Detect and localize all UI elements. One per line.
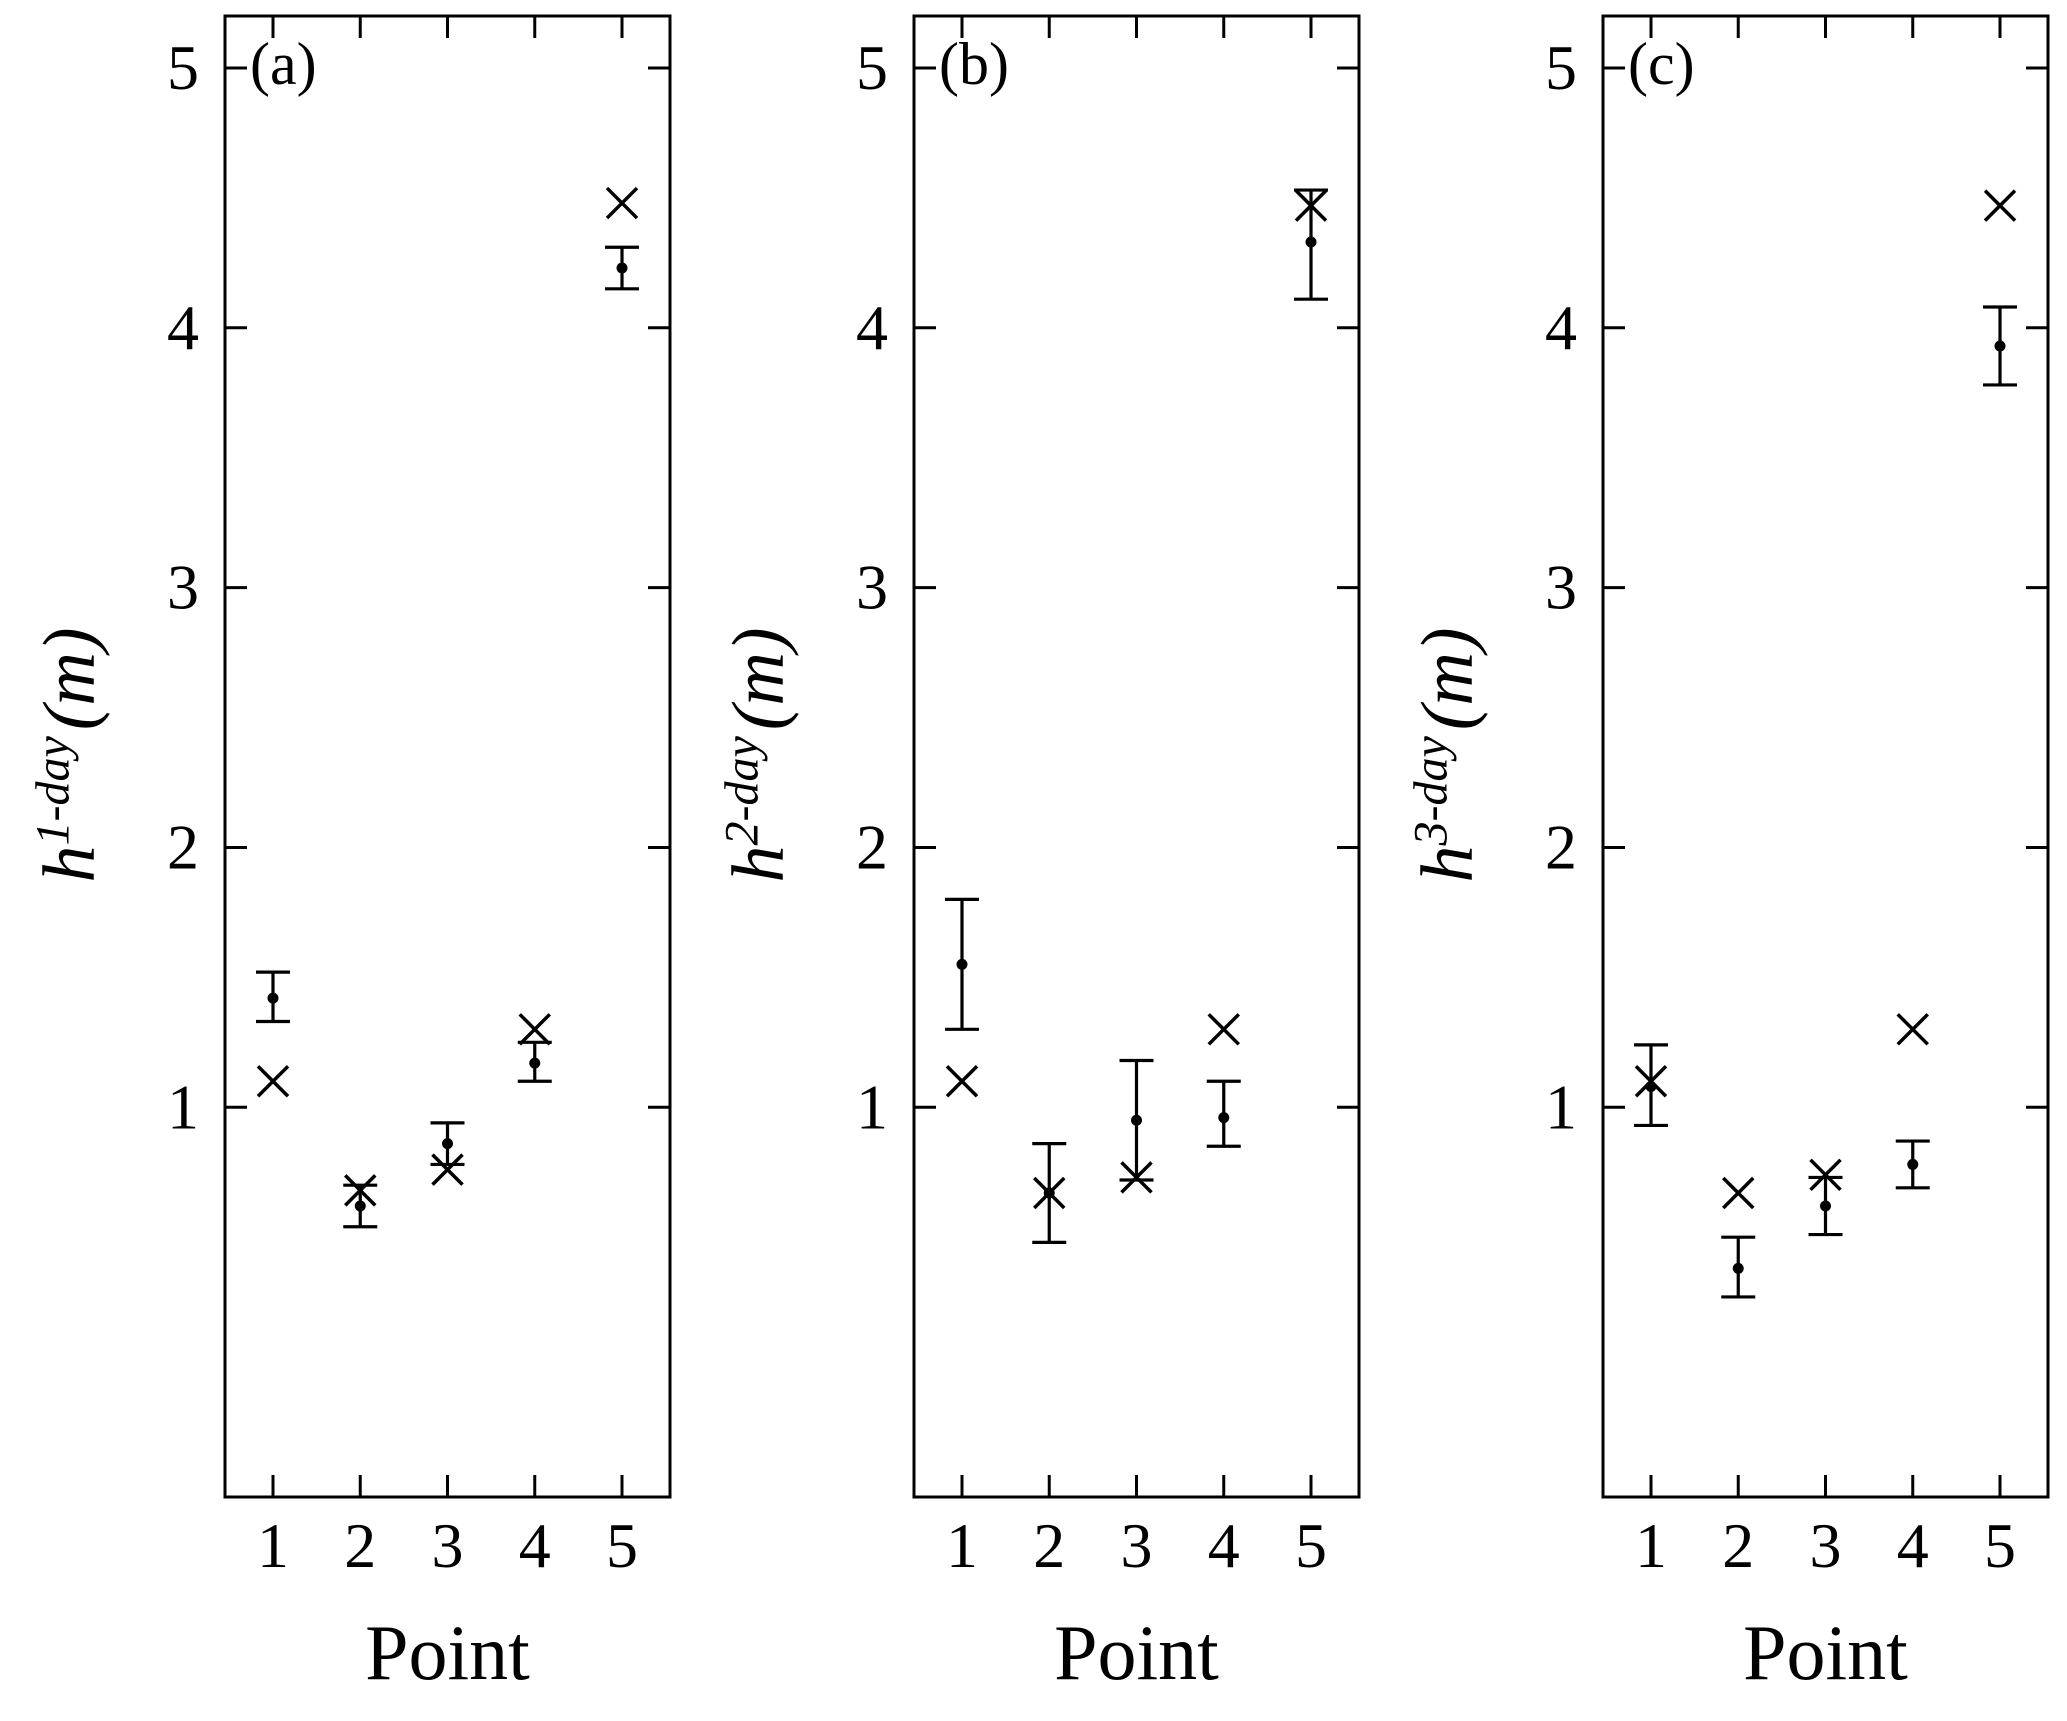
- y-tick-label: 5: [856, 32, 888, 103]
- x-tick-label: 2: [1033, 1510, 1065, 1581]
- panel-b-xlabel: Point: [1054, 1609, 1219, 1696]
- y-tick-label: 3: [856, 552, 888, 623]
- y-tick-label: 2: [167, 811, 199, 882]
- mean-dot: [1732, 1262, 1744, 1274]
- panel-a-xlabel: Point: [365, 1609, 530, 1696]
- x-tick-label: 5: [1984, 1510, 2016, 1581]
- mean-dot: [1994, 340, 2006, 352]
- x-marker: [1722, 1176, 1755, 1210]
- x-tick-label: 4: [1208, 1510, 1240, 1581]
- y-tick-label: 1: [167, 1071, 199, 1142]
- mean-dot: [616, 262, 628, 274]
- plot-box: [912, 14, 1361, 1499]
- mean-dot: [354, 1200, 366, 1212]
- x-marker: [1983, 189, 2017, 222]
- x-tick-label: 1: [1635, 1510, 1667, 1581]
- x-tick-label: 3: [1810, 1510, 1842, 1581]
- y-tick-label: 4: [1545, 292, 1577, 363]
- x-tick-label: 3: [1121, 1510, 1153, 1581]
- x-tick-label: 1: [946, 1510, 978, 1581]
- panel-c-letter: (c): [1628, 31, 1695, 97]
- panel-a-letter: (a): [250, 31, 317, 97]
- x-tick-label: 5: [1295, 1510, 1327, 1581]
- x-tick-label: 2: [1722, 1510, 1754, 1581]
- mean-dot: [1305, 236, 1317, 248]
- y-tick-label: 4: [856, 292, 888, 363]
- mean-dot: [1820, 1200, 1831, 1212]
- y-tick-label: 4: [167, 292, 199, 363]
- x-marker: [945, 1065, 979, 1098]
- plot-box: [1601, 14, 2050, 1499]
- x-marker: [1634, 1065, 1668, 1098]
- mean-dot: [529, 1057, 541, 1069]
- x-marker: [1033, 1176, 1066, 1210]
- x-marker: [344, 1174, 377, 1207]
- y-tick-label: 5: [1545, 32, 1577, 103]
- x-marker: [1896, 1013, 1929, 1046]
- y-tick-label: 2: [856, 811, 888, 882]
- y-tick-label: 5: [167, 32, 199, 103]
- x-marker: [1294, 189, 1328, 222]
- y-tick-label: 3: [167, 552, 199, 623]
- x-marker: [1207, 1013, 1240, 1046]
- y-tick-label: 1: [1545, 1071, 1577, 1142]
- x-tick-label: 4: [519, 1510, 551, 1581]
- x-marker: [605, 186, 639, 220]
- x-tick-label: 4: [1897, 1510, 1929, 1581]
- x-marker: [431, 1153, 464, 1186]
- x-marker: [518, 1013, 551, 1046]
- mean-dot: [267, 992, 279, 1004]
- mean-dot: [956, 958, 968, 970]
- x-marker: [1120, 1161, 1153, 1194]
- x-tick-label: 2: [344, 1510, 376, 1581]
- x-marker: [256, 1065, 290, 1098]
- plot-box: [223, 14, 672, 1499]
- x-tick-label: 1: [257, 1510, 289, 1581]
- panel-c-xlabel: Point: [1743, 1609, 1908, 1696]
- x-marker: [1809, 1158, 1842, 1192]
- panel-b-letter: (b): [939, 31, 1009, 97]
- x-tick-label: 3: [432, 1510, 464, 1581]
- mean-dot: [1218, 1112, 1230, 1124]
- mean-dot: [1131, 1114, 1142, 1126]
- y-tick-label: 1: [856, 1071, 888, 1142]
- y-tick-label: 2: [1545, 811, 1577, 882]
- x-tick-label: 5: [606, 1510, 638, 1581]
- mean-dot: [442, 1138, 453, 1150]
- y-tick-label: 3: [1545, 552, 1577, 623]
- mean-dot: [1907, 1158, 1919, 1170]
